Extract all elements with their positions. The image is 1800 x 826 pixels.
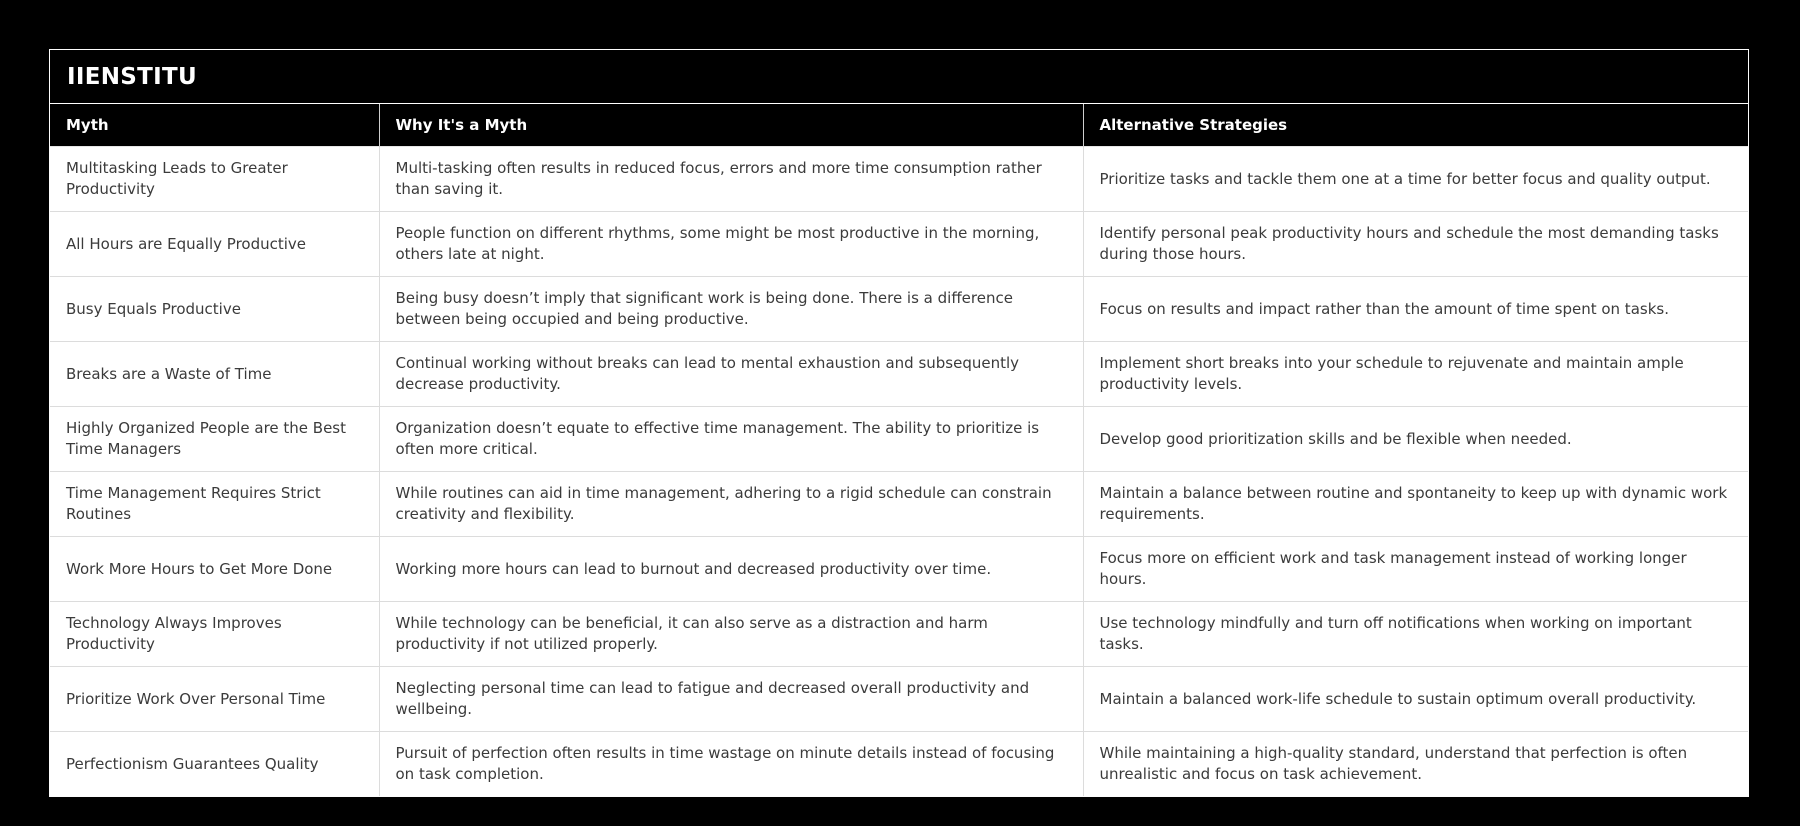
why-cell: While routines can aid in time managemen…	[378, 471, 1083, 537]
table-row: Time Management Requires Strict Routines…	[50, 471, 1748, 537]
table-row: Work More Hours to Get More Done Working…	[50, 536, 1748, 602]
myths-table: Myth Why It's a Myth Alternative Strateg…	[50, 104, 1748, 796]
alternative-cell: Focus on results and impact rather than …	[1082, 276, 1748, 342]
myth-cell: Prioritize Work Over Personal Time	[50, 666, 379, 732]
myth-cell: Breaks are a Waste of Time	[50, 341, 379, 407]
column-header-alternative: Alternative Strategies	[1082, 104, 1748, 147]
why-cell: Multi-tasking often results in reduced f…	[378, 146, 1083, 212]
myth-cell: Time Management Requires Strict Routines	[50, 471, 379, 537]
alternative-cell: Identify personal peak productivity hour…	[1082, 211, 1748, 277]
table-row: Multitasking Leads to Greater Productivi…	[50, 146, 1748, 212]
table-row: Perfectionism Guarantees Quality Pursuit…	[50, 731, 1748, 796]
myth-cell: All Hours are Equally Productive	[50, 211, 379, 277]
why-cell: Neglecting personal time can lead to fat…	[378, 666, 1083, 732]
table-card: IIENSTITU Myth Why It's a Myth Alternati…	[49, 49, 1749, 797]
alternative-cell: Maintain a balance between routine and s…	[1082, 471, 1748, 537]
why-cell: While technology can be beneficial, it c…	[378, 601, 1083, 667]
brand-bar: IIENSTITU	[50, 50, 1748, 104]
alternative-cell: Implement short breaks into your schedul…	[1082, 341, 1748, 407]
myth-cell: Busy Equals Productive	[50, 276, 379, 342]
alternative-cell: Prioritize tasks and tackle them one at …	[1082, 146, 1748, 212]
table-row: Highly Organized People are the Best Tim…	[50, 406, 1748, 472]
myth-cell: Multitasking Leads to Greater Productivi…	[50, 146, 379, 212]
table-row: Technology Always Improves Productivity …	[50, 601, 1748, 667]
why-cell: Continual working without breaks can lea…	[378, 341, 1083, 407]
myth-cell: Technology Always Improves Productivity	[50, 601, 379, 667]
myth-cell: Perfectionism Guarantees Quality	[50, 731, 379, 796]
why-cell: People function on different rhythms, so…	[378, 211, 1083, 277]
alternative-cell: Use technology mindfully and turn off no…	[1082, 601, 1748, 667]
table-row: Busy Equals Productive Being busy doesn’…	[50, 276, 1748, 342]
myth-cell: Highly Organized People are the Best Tim…	[50, 406, 379, 472]
table-row: Prioritize Work Over Personal Time Negle…	[50, 666, 1748, 732]
alternative-cell: Maintain a balanced work-life schedule t…	[1082, 666, 1748, 732]
myth-cell: Work More Hours to Get More Done	[50, 536, 379, 602]
alternative-cell: While maintaining a high-quality standar…	[1082, 731, 1748, 796]
why-cell: Being busy doesn’t imply that significan…	[378, 276, 1083, 342]
table-header-row: Myth Why It's a Myth Alternative Strateg…	[50, 104, 1748, 147]
brand-title: IIENSTITU	[67, 63, 197, 90]
table-row: Breaks are a Waste of Time Continual wor…	[50, 341, 1748, 407]
table-row: All Hours are Equally Productive People …	[50, 211, 1748, 277]
why-cell: Working more hours can lead to burnout a…	[378, 536, 1083, 602]
why-cell: Pursuit of perfection often results in t…	[378, 731, 1083, 796]
why-cell: Organization doesn’t equate to effective…	[378, 406, 1083, 472]
column-header-why: Why It's a Myth	[378, 104, 1083, 147]
alternative-cell: Focus more on efficient work and task ma…	[1082, 536, 1748, 602]
alternative-cell: Develop good prioritization skills and b…	[1082, 406, 1748, 472]
column-header-myth: Myth	[50, 104, 379, 147]
